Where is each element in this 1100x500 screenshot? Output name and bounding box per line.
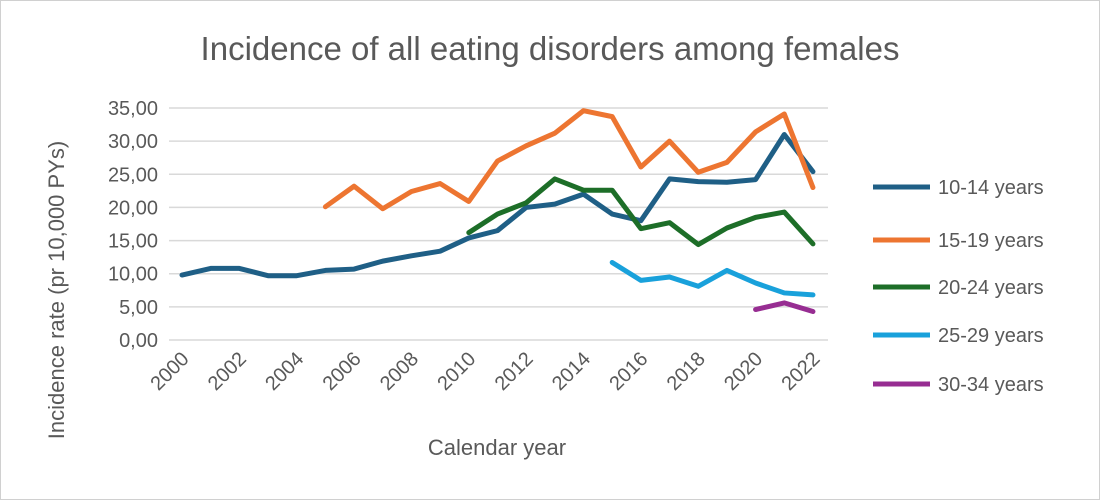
x-tick-label: 2002	[204, 348, 251, 395]
series-line-15-19-years	[322, 108, 816, 212]
x-tick-label: 2022	[777, 348, 824, 395]
y-tick-label: 0,00	[119, 330, 158, 352]
x-tick-label: 2010	[433, 348, 480, 395]
series-line-20-24-years	[466, 176, 816, 248]
series-line-30-34-years	[753, 300, 816, 314]
legend-label: 20-24 years	[938, 277, 1044, 299]
chart-title: Incidence of all eating disorders among …	[201, 30, 900, 67]
x-tick-label: 2000	[147, 348, 194, 395]
legend-label: 25-29 years	[938, 325, 1044, 347]
x-tick-label: 2008	[376, 348, 423, 395]
x-tick-label: 2016	[605, 348, 652, 395]
y-tick-label: 30,00	[108, 131, 158, 153]
series-line-10-14-years	[179, 132, 816, 279]
legend-label: 10-14 years	[938, 177, 1044, 199]
x-tick-label: 2004	[261, 348, 308, 395]
y-tick-label: 10,00	[108, 264, 158, 286]
y-tick-label: 35,00	[108, 98, 158, 120]
legend-label: 15-19 years	[938, 230, 1044, 252]
legend-label: 30-34 years	[938, 374, 1044, 396]
y-tick-label: 5,00	[119, 297, 158, 319]
y-tick-label: 20,00	[108, 197, 158, 219]
y-tick-label: 25,00	[108, 164, 158, 186]
y-axis-title: Incidence rate (pr 10,000 PYs)	[44, 141, 69, 439]
x-axis-title: Calendar year	[428, 435, 566, 460]
y-tick-label: 15,00	[108, 231, 158, 253]
x-tick-label: 2018	[663, 348, 710, 395]
x-tick-label: 2006	[319, 348, 366, 395]
x-tick-label: 2020	[720, 348, 767, 395]
x-tick-label: 2014	[548, 348, 595, 395]
series-line-25-29-years	[609, 259, 816, 298]
x-tick-label: 2012	[491, 348, 538, 395]
